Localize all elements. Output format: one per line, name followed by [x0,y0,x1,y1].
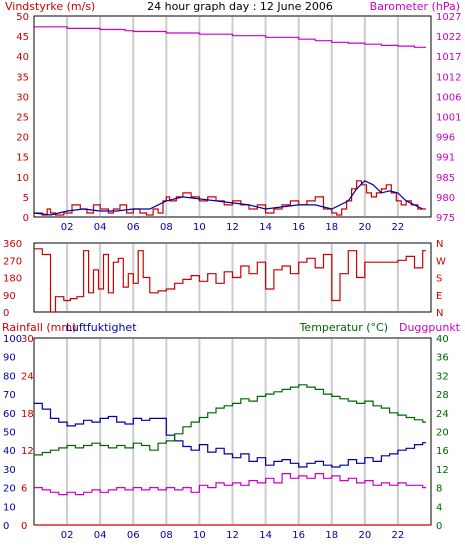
climate-x-tick-label: 12 [226,530,239,541]
temperature-y-tick-label: 28 [436,390,449,401]
wind-y-tick-label: 20 [16,133,29,144]
wind-axis-label: Vindstyrke (m/s) [5,0,95,13]
temperature-y-tick-label: 24 [436,409,449,420]
wind-series-vindstyrke-m-s- [34,180,426,216]
direction-y-tick-label: 0 [3,308,9,319]
barometer-y-tick-label: 1001 [436,113,461,124]
rainfall-y-tick-label: 0 [21,521,27,532]
direction-compass-label: E [436,291,442,302]
barometer-y-tick-label: 1017 [436,52,461,63]
rainfall-y-tick-label: 12 [21,446,34,457]
climate-x-tick-label: 10 [193,530,206,541]
wind-y-tick-label: 5 [23,193,29,204]
temperature-y-tick-label: 32 [436,371,449,382]
climate-x-tick-label: 14 [259,530,272,541]
wind-x-tick-label: 16 [292,222,305,233]
wind-y-tick-label: 35 [16,72,29,83]
humidity-y-tick-label: 80 [3,371,16,382]
barometer-y-tick-label: 1022 [436,32,461,43]
wind-x-tick-label: 18 [325,222,338,233]
climate-x-tick-label: 16 [292,530,305,541]
wind-x-tick-label: 10 [193,222,206,233]
rainfall-axis-label: Rainfall (mm) [2,321,76,334]
wind-y-tick-label: 0 [23,213,29,224]
humidity-y-tick-label: 0 [3,521,9,532]
wind-x-tick-label: 14 [259,222,272,233]
humidity-y-tick-label: 40 [3,446,16,457]
temperature-y-tick-label: 40 [436,334,449,345]
humidity-y-tick-label: 20 [3,484,16,495]
climate-x-tick-label: 18 [325,530,338,541]
direction-y-tick-label: 270 [3,256,22,267]
humidity-y-tick-label: 100 [3,334,22,345]
temperature-y-tick-label: 12 [436,465,449,476]
wind-y-tick-label: 15 [16,153,29,164]
direction-compass-label: W [436,256,446,267]
climate-series-temperatur-c- [34,384,426,456]
climate-x-tick-label: 04 [94,530,107,541]
barometer-y-tick-label: 1027 [436,12,461,23]
direction-series-wind-direction [34,248,426,313]
wind-x-tick-label: 08 [160,222,173,233]
climate-x-tick-label: 22 [392,530,405,541]
wind-y-tick-label: 40 [16,52,29,63]
rainfall-y-tick-label: 6 [21,484,27,495]
barometer-y-tick-label: 1006 [436,92,461,103]
barometer-y-tick-label: 975 [436,213,455,224]
rainfall-y-tick-label: 24 [21,371,34,382]
humidity-y-tick-label: 70 [3,390,16,401]
climate-x-tick-label: 06 [127,530,140,541]
wind-y-tick-label: 50 [16,12,29,23]
climate-x-tick-label: 08 [160,530,173,541]
climate-x-tick-label: 02 [61,530,74,541]
humidity-y-tick-label: 50 [3,428,16,439]
wind-x-tick-label: 02 [61,222,74,233]
direction-compass-label: N [436,308,443,319]
climate-x-tick-label: 20 [358,530,371,541]
climate-series-luftfuktighet [34,402,426,468]
direction-y-tick-label: 180 [3,274,22,285]
temperature-y-tick-label: 0 [436,521,442,532]
barometer-y-tick-label: 985 [436,173,455,184]
humidity-axis-label: Luftfuktighet [66,321,137,334]
humidity-y-tick-label: 60 [3,409,16,420]
wind-x-tick-label: 06 [127,222,140,233]
temperature-y-tick-label: 20 [436,428,449,439]
temperature-y-tick-label: 36 [436,353,449,364]
direction-y-tick-label: 360 [3,239,22,250]
temperature-y-tick-label: 8 [436,484,442,495]
wind-y-tick-label: 10 [16,173,29,184]
chart-title: 24 hour graph day : 12 June 2006 [147,0,333,13]
wind-x-tick-label: 22 [392,222,405,233]
climate-series-duggpunkt [34,473,426,496]
wind-y-tick-label: 25 [16,113,29,124]
temperature-y-tick-label: 4 [436,502,442,513]
rainfall-y-tick-label: 18 [21,409,34,420]
barometer-y-tick-label: 980 [436,193,455,204]
humidity-y-tick-label: 10 [3,502,16,513]
temperature-y-tick-label: 16 [436,446,449,457]
direction-compass-label: S [436,274,442,285]
direction-y-tick-label: 90 [3,291,16,302]
wind-x-tick-label: 12 [226,222,239,233]
barometer-y-tick-label: 996 [436,133,455,144]
wind-y-tick-label: 30 [16,92,29,103]
humidity-y-tick-label: 30 [3,465,16,476]
wind-x-tick-label: 04 [94,222,107,233]
wind-series-vindstyrke-average [33,180,423,216]
humidity-y-tick-label: 90 [3,353,16,364]
wind-y-tick-label: 45 [16,32,29,43]
chart-panels: 0510152025303540455097598098599199610011… [3,12,461,541]
barometer-y-tick-label: 991 [436,153,455,164]
wind-series-barometer-hpa- [34,26,426,48]
dewpoint-axis-label: Duggpunkt [399,321,461,334]
wind-x-tick-label: 20 [358,222,371,233]
barometer-y-tick-label: 1012 [436,72,461,83]
rainfall-y-tick-label: 30 [21,334,34,345]
barometer-axis-label: Barometer (hPa) [370,0,460,13]
direction-compass-label: N [436,239,443,250]
temperature-axis-label: Temperatur (°C) [299,321,388,334]
